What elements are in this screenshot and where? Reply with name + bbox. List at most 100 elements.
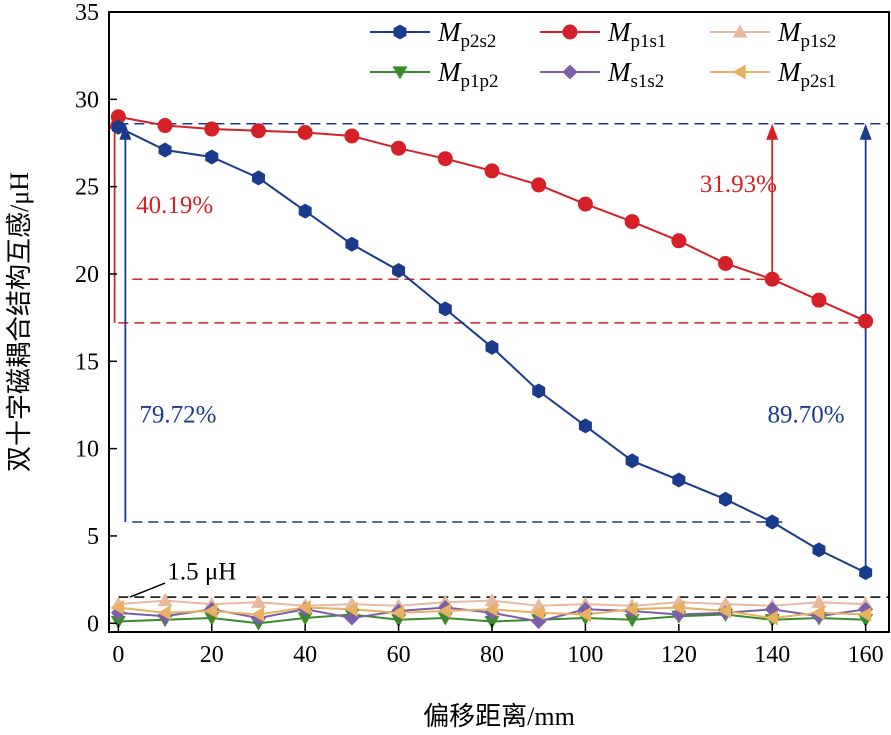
data-point-mp2s1 [344,601,358,617]
data-point-mp1s2 [811,594,827,608]
data-point-mp2s1 [110,600,124,616]
data-point-mp1p2 [110,615,126,630]
series-line-mp1s1 [118,115,867,323]
legend-item-mp2s1: Mp2s1 [710,57,836,92]
y-tick-label: 10 [75,437,99,463]
data-point-mp2s2 [485,339,499,355]
annotation-31-93: 31.93% [700,171,777,198]
data-point-mp1s1 [110,109,126,125]
y-tick-label: 20 [75,262,99,288]
plot-frame [108,11,890,633]
data-point-mp1s2 [157,593,173,607]
arrow-31-93-head [766,123,779,140]
legend-item-ms1s2: Ms1s2 [540,57,664,92]
x-tick-label: 140 [754,642,790,668]
y-axis-label: 双十字磁耦合结构互感/μH [5,172,34,472]
arrow-89-70-head [859,123,872,140]
series-markers [110,109,874,631]
data-point-mp2s1 [297,600,311,616]
annotation-79-72: 79.72% [139,401,216,428]
data-point-mp2s1 [437,603,451,619]
data-point-mp2s2 [345,236,359,252]
legend-swatch-marker [732,24,748,38]
legend-item-mp1p2: Mp1p2 [370,57,499,92]
x-axis-ticks: 0 20 40 60 80 100 120 140 160 [112,624,884,668]
legend-label: Ms1s2 [607,57,664,92]
x-tick-label: 100 [567,642,603,668]
data-point-mp2s1 [577,607,592,623]
data-point-mp2s2 [812,542,826,558]
legend-label: Mp1s2 [777,17,836,52]
data-point-mp2s1 [671,600,685,616]
y-tick-label: 30 [75,87,99,113]
data-point-mp1p2 [624,614,640,628]
reference-lines [118,123,889,598]
data-point-mp2s1 [391,605,405,621]
data-point-mp1s1 [204,121,220,137]
data-point-mp2s1 [624,601,638,617]
x-tick-label: 160 [848,642,884,668]
x-tick-label: 0 [112,642,124,668]
data-point-mp1s1 [437,151,453,167]
data-point-mp1s1 [157,118,173,134]
y-tick-label: 35 [75,0,99,26]
data-point-mp2s1 [204,603,218,619]
y-tick-label: 25 [75,175,99,201]
data-point-mp2s2 [719,491,733,507]
y-tick-label: 15 [75,349,99,375]
data-point-mp1s1 [250,123,266,139]
legend-swatch-marker [393,24,407,40]
leader-1-5-uh [129,582,166,598]
data-point-mp1s1 [764,271,780,287]
x-tick-label: 120 [661,642,697,668]
data-point-mp2s2 [298,203,312,219]
annotation-89-70: 89.70% [768,401,845,428]
data-point-mp2s1 [718,603,732,619]
x-tick-label: 80 [480,642,504,668]
legend-swatch-marker [392,66,408,80]
data-point-mp2s2 [859,565,873,581]
legend-swatch-marker [732,64,746,80]
data-point-mp2s2 [532,383,546,399]
x-tick-label: 20 [200,642,224,668]
data-point-mp1p2 [297,612,313,626]
data-point-mp1s1 [484,163,500,179]
data-point-mp1s1 [577,196,593,212]
data-point-mp2s2 [158,142,172,158]
data-point-mp2s1 [858,607,872,623]
legend-item-mp1s1: Mp1s1 [540,17,666,52]
legend-item-mp2s2: Mp2s2 [370,17,496,52]
data-point-mp1s2 [250,594,266,608]
data-point-mp2s1 [484,601,498,617]
data-point-mp2s2 [438,301,452,317]
legend-label: Mp1s1 [607,17,666,52]
data-point-mp2s1 [764,610,778,626]
data-point-mp1s1 [297,125,313,141]
data-point-mp2s2 [392,262,406,278]
data-point-mp2s1 [811,605,825,621]
data-point-mp1s1 [344,128,360,144]
data-point-mp2s2 [765,514,779,530]
legend: Mp2s2 Mp1s1 Mp1s2 Mp1p2 Ms1s2 Mp2s1 [370,17,836,92]
x-tick-label: 60 [387,642,411,668]
data-point-mp1s1 [858,313,874,329]
data-point-mp2s2 [111,119,125,135]
data-point-mp1s1 [624,214,640,230]
x-tick-label: 40 [293,642,317,668]
data-point-mp2s2 [625,453,639,469]
legend-swatch-marker [562,64,578,80]
legend-item-mp1s2: Mp1s2 [710,17,836,52]
data-point-mp1s1 [531,177,547,193]
data-point-mp2s2 [578,418,592,434]
data-point-mp2s1 [157,605,171,621]
data-point-mp1s1 [811,292,827,308]
y-tick-label: 0 [87,611,99,637]
annotation-1-5-uh: 1.5 μH [167,559,236,586]
data-point-mp1s1 [718,255,734,271]
legend-label: Mp1p2 [437,57,499,92]
y-tick-label: 5 [87,524,99,550]
data-point-mp2s2 [672,472,686,488]
legend-label: Mp2s1 [777,57,836,92]
data-point-mp2s1 [531,605,545,621]
